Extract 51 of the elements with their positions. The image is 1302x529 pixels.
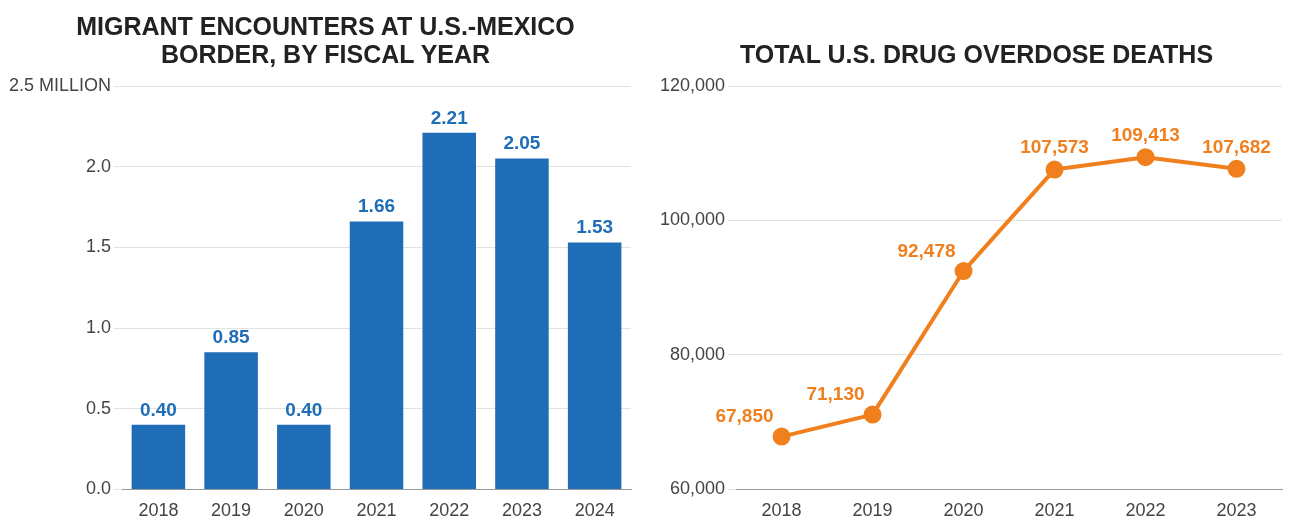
x-tick-label: 2023 (501, 500, 542, 521)
x-tick-label: 2022 (1125, 500, 1166, 521)
data-label: 1.66 (358, 195, 396, 217)
chart-title: MIGRANT ENCOUNTERS AT U.S.-MEXICO BORDER, BY FISCAL YEAR (75, 11, 576, 68)
y-tick-label: 0.0 (86, 478, 112, 499)
bar (131, 424, 186, 489)
x-tick-label: 2022 (429, 500, 470, 521)
data-label: 107,682 (1202, 135, 1271, 157)
x-tick-label: 2018 (138, 500, 179, 521)
data-label: 109,413 (1111, 123, 1180, 145)
point (1227, 159, 1246, 178)
chart-title: TOTAL U.S. DRUG OVERDOSE DEATHS (738, 39, 1215, 68)
data-label: 0.85 (212, 325, 251, 347)
y-tick-label: 1.5 (86, 236, 112, 257)
data-label: 1.53 (576, 216, 614, 238)
point (772, 427, 791, 446)
bar (349, 221, 404, 489)
bar (422, 132, 476, 489)
x-tick-label: 2019 (852, 500, 893, 521)
x-tick-label: 2024 (574, 500, 615, 521)
y-tick-label: 120,000 (659, 74, 726, 95)
x-tick-label: 2018 (761, 500, 802, 521)
data-label: 0.40 (139, 398, 177, 420)
x-tick-label: 2020 (283, 500, 324, 521)
y-tick-label: 0.5 (86, 397, 112, 418)
x-tick-label: 2021 (356, 500, 397, 521)
y-tick-label: 80,000 (670, 343, 726, 364)
y-tick-label: 100,000 (659, 209, 726, 230)
data-label: 0.40 (285, 398, 323, 420)
x-tick-label: 2021 (1034, 500, 1075, 521)
bar (204, 352, 258, 489)
data-label: 92,478 (897, 239, 956, 261)
data-label: 2.05 (503, 132, 541, 154)
bar (277, 424, 331, 489)
bar (567, 242, 622, 489)
data-label: 67,850 (715, 405, 774, 427)
x-tick-label: 2023 (1216, 500, 1257, 521)
y-tick-label: 2.0 (86, 155, 112, 176)
point (954, 262, 973, 281)
point (1136, 148, 1155, 167)
y-tick-label: 60,000 (670, 478, 726, 499)
x-tick-label: 2019 (211, 500, 252, 521)
data-label: 107,573 (1020, 136, 1089, 158)
x-tick-label: 2020 (943, 500, 984, 521)
point (1045, 160, 1064, 179)
y-tick-label: 1.0 (86, 317, 112, 338)
data-label: 2.21 (430, 106, 469, 128)
y-tick-label: 2.5 MILLION (8, 74, 112, 95)
data-label: 71,130 (806, 383, 865, 405)
bar (495, 158, 549, 489)
point (863, 405, 882, 424)
